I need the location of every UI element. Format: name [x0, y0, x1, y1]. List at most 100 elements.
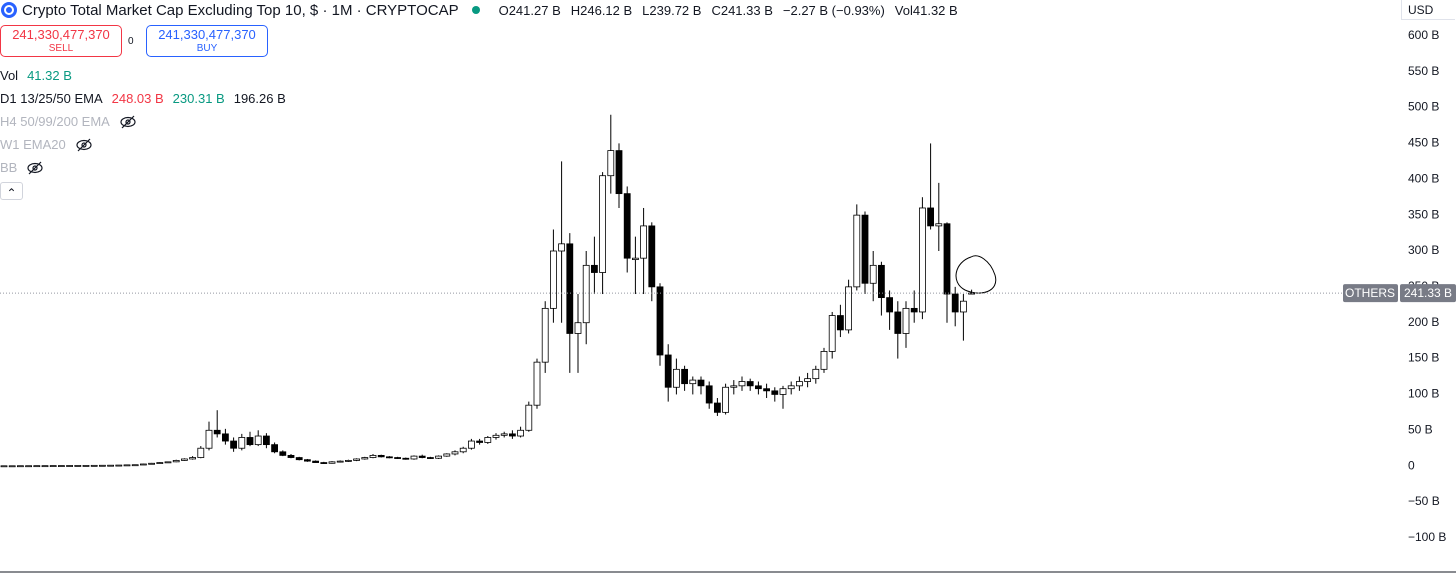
candle-body	[640, 225, 647, 259]
candle-body	[156, 462, 164, 464]
y-tick-label: 400 B	[1408, 171, 1439, 185]
candle-body	[492, 434, 500, 438]
candle-body	[303, 459, 311, 462]
candle-body	[730, 385, 738, 388]
indicator-name: D1 13/25/50 EMA	[0, 91, 103, 106]
candle-body	[951, 293, 959, 313]
candle-body	[869, 264, 877, 284]
buy-label: BUY	[196, 43, 218, 54]
candle-body	[853, 214, 861, 288]
candle-body	[886, 297, 893, 313]
symbol-icon	[1, 2, 17, 18]
candle-body	[681, 368, 688, 385]
hand-drawn-circle	[955, 255, 997, 294]
candle-body	[476, 440, 484, 443]
candle-body	[591, 264, 598, 273]
indicator-row: BB	[0, 156, 286, 179]
candle-body	[90, 464, 98, 467]
hidden-icon[interactable]	[75, 138, 93, 152]
candle-body	[197, 447, 205, 458]
indicator-value: 41.32 B	[27, 68, 72, 83]
candle-body	[722, 386, 729, 413]
candle-body	[271, 444, 279, 453]
hidden-icon[interactable]	[119, 115, 137, 129]
candle-body	[205, 429, 213, 449]
y-tick-label: 200 B	[1408, 315, 1439, 329]
y-tick-label: 500 B	[1408, 100, 1439, 114]
y-tick-label: 150 B	[1408, 351, 1439, 365]
candle-body	[746, 381, 754, 387]
indicator-name: Vol	[0, 68, 19, 83]
candle-body	[246, 437, 254, 446]
candle-body	[689, 379, 697, 385]
candle-body	[787, 385, 795, 390]
price-badge	[1400, 284, 1456, 303]
candle-body	[837, 315, 844, 331]
candle-body	[41, 465, 49, 468]
candle-body	[673, 368, 680, 388]
candle-body	[213, 429, 221, 435]
candle-body	[295, 457, 303, 461]
candle-body	[33, 465, 41, 468]
candle-body	[189, 457, 197, 460]
candle-body	[558, 243, 565, 252]
candle-body	[361, 457, 369, 460]
candle-body	[467, 440, 475, 449]
candle-body	[66, 465, 73, 467]
spread: 0	[128, 36, 134, 47]
ohlc: C241.33 B	[711, 2, 773, 18]
candle-body	[771, 390, 779, 395]
candle-body	[968, 292, 975, 295]
indicator-value: 196.26 B	[233, 91, 286, 106]
series-badge	[1343, 284, 1398, 303]
collapse-button[interactable]: ⌃	[0, 182, 23, 200]
candle-body	[328, 461, 336, 464]
indicator-row: D1 13/25/50 EMA 248.03 B 230.31 B 196.26 B	[0, 87, 286, 110]
indicator-value: 230.31 B	[172, 91, 225, 106]
candle-body	[582, 264, 590, 324]
candle-body	[58, 465, 65, 467]
candle-body	[426, 457, 434, 459]
candle-body	[738, 381, 746, 387]
candle-body	[107, 464, 114, 467]
candle-body	[369, 454, 377, 458]
candle-body	[796, 381, 803, 387]
candle-body	[919, 207, 926, 313]
sell-button[interactable]: 241,330,477,370 SELL	[0, 25, 122, 57]
candle-body	[656, 286, 664, 356]
indicator-value: 248.03 B	[111, 91, 164, 106]
title: Crypto Total Market Cap Excluding Top 10…	[22, 1, 459, 19]
candle-body	[377, 454, 385, 458]
candle-body	[615, 150, 623, 195]
candle-body	[385, 456, 393, 459]
candle-body	[443, 453, 451, 457]
candle-body	[902, 307, 910, 334]
candle-body	[451, 451, 459, 455]
ohlc: Vol41.32 B	[894, 2, 958, 18]
candle-body	[172, 460, 180, 463]
candle-body	[960, 300, 967, 313]
candle-body	[402, 457, 410, 460]
currency[interactable]: USD	[1401, 0, 1455, 20]
candle-body	[353, 458, 361, 461]
candle-body	[705, 385, 713, 404]
buy-button[interactable]: 241,330,477,370 BUY	[146, 25, 268, 57]
y-tick-label: 600 B	[1408, 28, 1439, 42]
candle-body	[394, 457, 402, 459]
sell-label: SELL	[48, 43, 74, 54]
candle-body	[0, 465, 8, 468]
candle-body	[74, 465, 82, 467]
candle-body	[49, 465, 57, 467]
candle-body	[279, 451, 287, 456]
hidden-icon[interactable]	[26, 161, 44, 175]
indicator-name: H4 50/99/200 EMA	[0, 114, 110, 129]
series-name: OTHERS	[1345, 286, 1395, 300]
candle-body	[262, 435, 270, 446]
candle-body	[344, 460, 352, 462]
candle-body	[541, 307, 549, 363]
candle-body	[8, 465, 16, 468]
candle-body	[517, 429, 524, 437]
y-tick-label: 100 B	[1408, 387, 1439, 401]
candle-body	[123, 464, 131, 467]
